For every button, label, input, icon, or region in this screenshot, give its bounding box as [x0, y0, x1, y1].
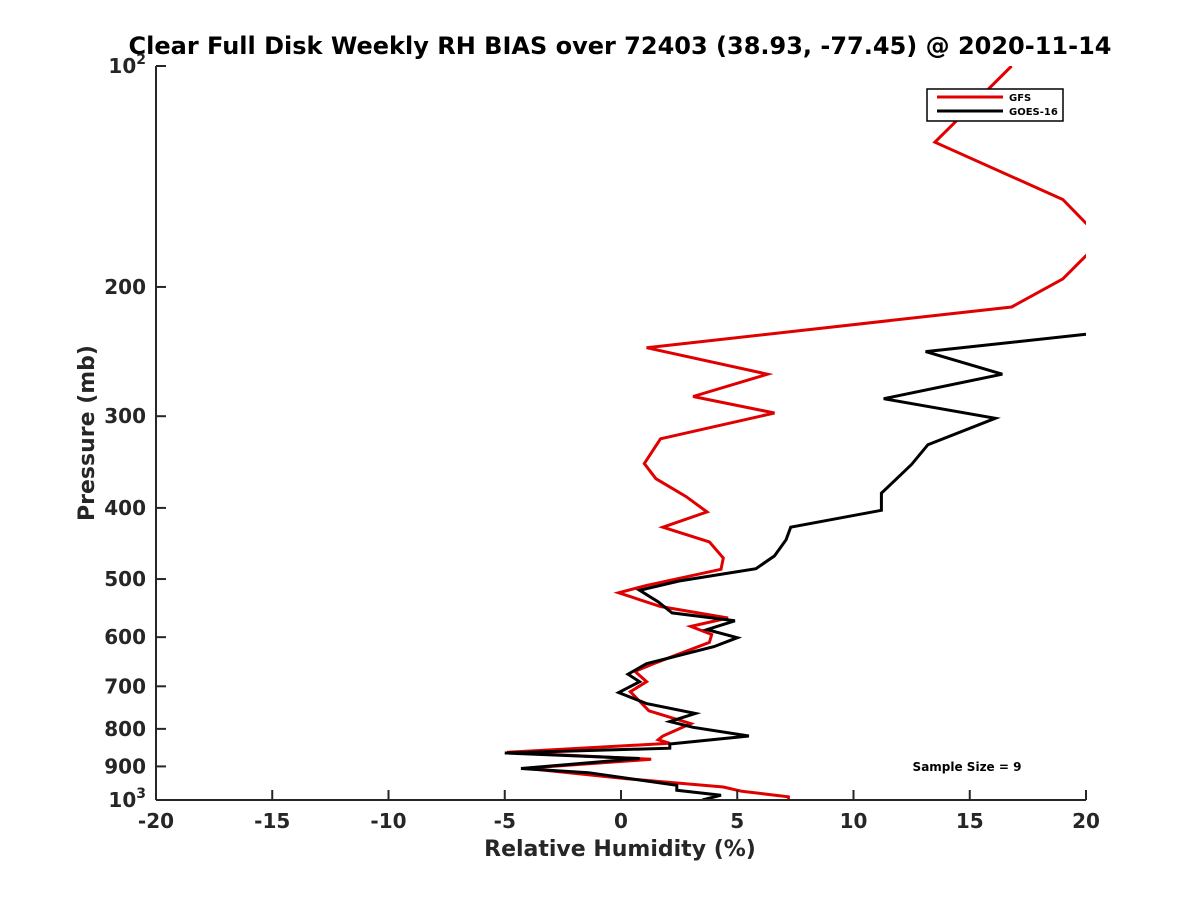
x-tick-label: 5	[730, 809, 744, 833]
plot-area	[504, 66, 1086, 800]
legend-label-goes-16: GOES-16	[1009, 107, 1058, 118]
x-tick-label: -5	[494, 809, 516, 833]
x-tick-label: -20	[138, 809, 174, 833]
y-tick-label: 800	[104, 717, 146, 741]
y-tick-label: 700	[104, 674, 146, 698]
y-tick-label: 400	[104, 496, 146, 520]
axes: -20 -15 -10 -5 0 5 10 15 20 102 200 300 400 500 600 700…	[104, 52, 1100, 833]
y-tick-label: 900	[104, 754, 146, 778]
y-tick-label: 500	[104, 567, 146, 591]
x-tick-label: 0	[614, 809, 628, 833]
series-line-goes-16	[504, 332, 1086, 800]
chart-title: Clear Full Disk Weekly RH BIAS over 7240…	[129, 32, 1112, 60]
x-tick-label: -10	[370, 809, 406, 833]
sample-size-annotation: Sample Size = 9	[913, 760, 1022, 774]
y-tick-label: 200	[104, 275, 146, 299]
legend: GFS GOES-16	[926, 88, 1064, 122]
x-tick-label: 10	[840, 809, 868, 833]
y-tick-label: 102	[108, 52, 146, 78]
x-axis-label: Relative Humidity (%)	[484, 837, 756, 862]
y-tick-label: 300	[104, 404, 146, 428]
x-tick-label: 20	[1072, 809, 1100, 833]
y-axis-label: Pressure (mb)	[75, 345, 100, 521]
x-tick-label: 15	[956, 809, 984, 833]
legend-box	[926, 88, 1064, 122]
y-tick-label: 103	[108, 786, 146, 812]
y-tick-label: 600	[104, 625, 146, 649]
legend-label-gfs: GFS	[1009, 93, 1031, 104]
x-tick-label: -15	[254, 809, 290, 833]
